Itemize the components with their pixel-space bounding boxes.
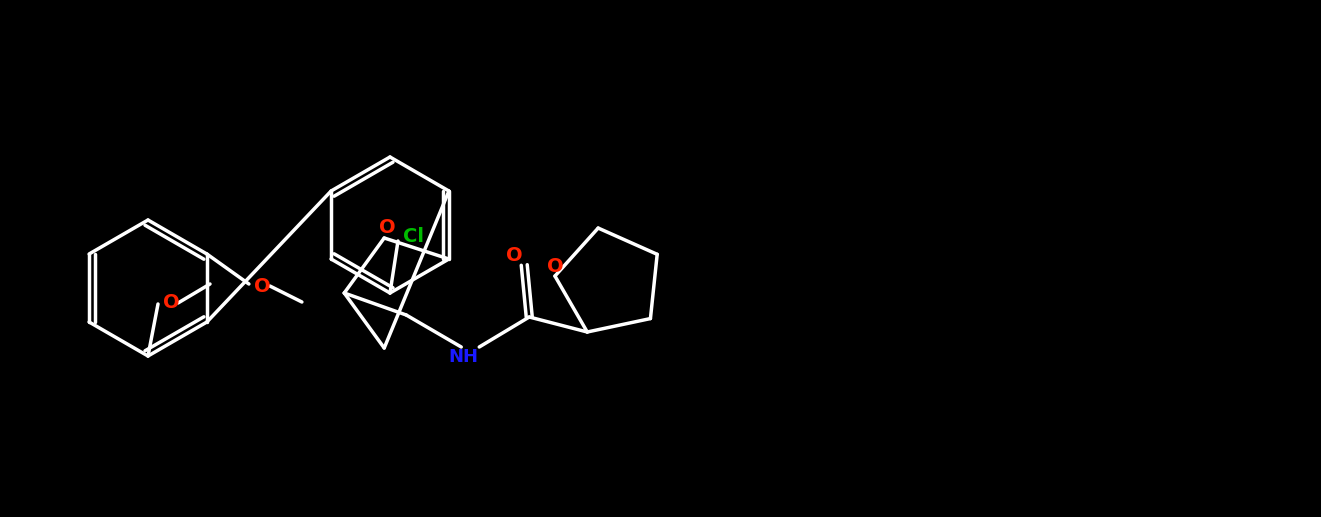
Text: O: O bbox=[547, 256, 563, 276]
Text: O: O bbox=[162, 294, 180, 312]
Text: NH: NH bbox=[448, 348, 478, 366]
Text: O: O bbox=[254, 277, 271, 296]
Text: O: O bbox=[506, 246, 523, 265]
Text: Cl: Cl bbox=[403, 226, 424, 246]
Text: O: O bbox=[379, 219, 395, 237]
